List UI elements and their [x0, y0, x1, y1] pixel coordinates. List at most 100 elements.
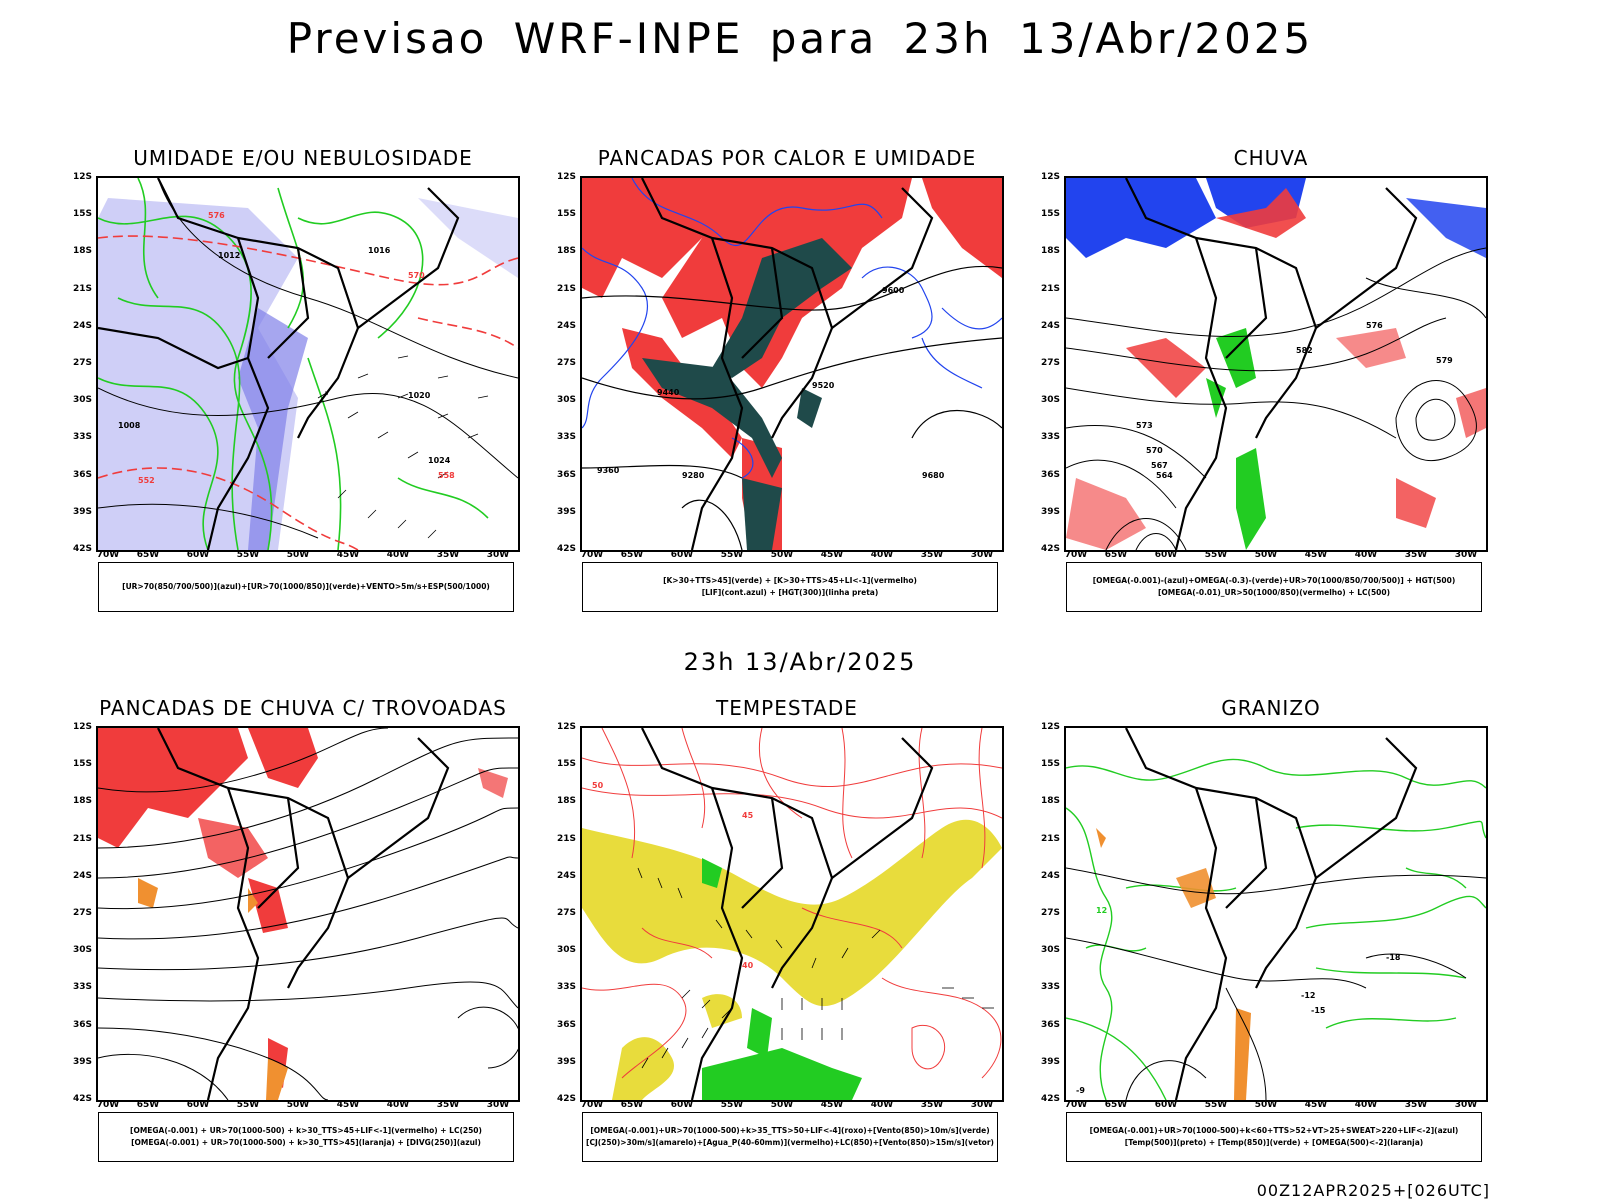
contour-label: 564 — [1156, 471, 1173, 480]
lon-tick-label: 60W — [670, 1100, 694, 1110]
lat-tick-label: 21S — [72, 283, 92, 294]
lat-tick-label: 39S — [556, 1056, 576, 1067]
lat-tick-label: 18S — [1040, 796, 1060, 807]
panel-tempestade: TEMPESTADE — [552, 696, 1022, 1176]
lat-tick-label: 27S — [72, 358, 92, 368]
legend-line: [LIF](cont.azul) + [HGT(300)](linha pret… — [701, 588, 879, 597]
lat-tick-label: 27S — [72, 908, 92, 918]
panel-title: PANCADAS POR CALOR E UMIDADE — [597, 146, 977, 170]
lat-tick-label: 15S — [1040, 759, 1060, 770]
lon-tick-label: 40W — [1354, 550, 1378, 560]
lat-tick-label: 30S — [556, 395, 576, 406]
lat-tick-label: 42S — [72, 544, 92, 554]
lon-tick-label: 70W — [1064, 550, 1088, 560]
lon-tick-label: 55W — [236, 550, 260, 560]
lat-tick-label: 21S — [1040, 833, 1060, 844]
lat-tick-label: 33S — [556, 432, 576, 443]
contour-label: 570 — [408, 271, 425, 280]
lon-tick-label: 50W — [770, 1100, 794, 1110]
lat-tick-label: 24S — [1040, 870, 1060, 881]
lat-tick-label: 24S — [72, 870, 92, 881]
lat-tick-label: 33S — [72, 982, 92, 993]
lat-tick-label: 15S — [1040, 209, 1060, 220]
lon-tick-label: 35W — [1404, 1100, 1428, 1110]
lat-tick-label: 21S — [556, 283, 576, 294]
panel-title: GRANIZO — [1221, 696, 1321, 720]
panel-title: PANCADAS DE CHUVA C/ TROVOADAS — [99, 696, 507, 720]
contour-label: 576 — [1366, 321, 1383, 330]
legend: [OMEGA(-0.001) + UR>70(1000-500) + k>30_… — [98, 1112, 514, 1162]
contour-label: 9360 — [597, 466, 620, 475]
lat-tick-label: 18S — [72, 246, 92, 257]
lon-tick-label: 65W — [136, 1100, 160, 1110]
panel-title: UMIDADE E/OU NEBULOSIDADE — [133, 146, 473, 170]
lat-tick-label: 18S — [72, 796, 92, 807]
lat-tick-label: 18S — [556, 796, 576, 807]
lon-tick-label: 35W — [1404, 550, 1428, 560]
map-svg: 50 45 40 — [582, 728, 1002, 1100]
panel-chuva: CHUVA — [1036, 146, 1506, 626]
footer-stamp: 00Z12APR2025+[026UTC] — [1256, 1181, 1490, 1200]
lat-tick-label: 21S — [72, 833, 92, 844]
mid-title: 23h 13/Abr/2025 — [683, 648, 917, 676]
lon-tick-label: 70W — [96, 550, 120, 560]
lon-tick-label: 50W — [286, 1100, 310, 1110]
lat-tick-label: 36S — [556, 1019, 576, 1030]
lon-tick-label: 65W — [1104, 1100, 1128, 1110]
lon-tick-label: 35W — [920, 550, 944, 560]
contour-label: 1008 — [118, 421, 141, 430]
lat-tick-label: 12S — [1040, 172, 1060, 182]
lon-tick-label: 60W — [186, 550, 210, 560]
lat-tick-label: 33S — [1040, 982, 1060, 993]
legend: [OMEGA(-0.001)-(azul)+OMEGA(-0.3)-(verde… — [1066, 562, 1482, 612]
lat-tick-label: 30S — [72, 945, 92, 956]
lon-tick-label: 45W — [820, 1100, 844, 1110]
contour-label: 1012 — [218, 251, 240, 260]
lat-tick-label: 15S — [72, 209, 92, 220]
lon-tick-label: 70W — [1064, 1100, 1088, 1110]
lat-tick-label: 27S — [1040, 358, 1060, 368]
lon-tick-label: 65W — [620, 1100, 644, 1110]
panel-granizo: GRANIZO — [1036, 696, 1506, 1176]
lon-tick-label: 50W — [286, 550, 310, 560]
panel-title: CHUVA — [1233, 146, 1309, 170]
legend-line: [OMEGA(-0.001) + UR>70(1000-500) + k>30_… — [131, 1138, 481, 1147]
map-svg: 576 573 570 567 564 582 579 — [1066, 178, 1486, 550]
lon-tick-label: 40W — [1354, 1100, 1378, 1110]
lat-tick-label: 12S — [556, 722, 576, 732]
lat-tick-label: 21S — [1040, 283, 1060, 294]
map-granizo: -12 -15 -18 12 -9 — [1064, 726, 1488, 1102]
lat-tick-label: 42S — [72, 1094, 92, 1104]
lat-tick-label: 24S — [556, 320, 576, 331]
lat-tick-label: 12S — [72, 722, 92, 732]
contour-label: 567 — [1151, 461, 1168, 470]
lon-tick-label: 55W — [1204, 550, 1228, 560]
lat-tick-label: 36S — [72, 469, 92, 480]
lat-tick-label: 42S — [1040, 544, 1060, 554]
lat-tick-label: 18S — [556, 246, 576, 257]
lat-tick-label: 21S — [556, 833, 576, 844]
lon-tick-label: 60W — [186, 1100, 210, 1110]
lat-tick-label: 36S — [1040, 1019, 1060, 1030]
lon-tick-label: 70W — [96, 1100, 120, 1110]
lon-tick-label: 40W — [386, 1100, 410, 1110]
contour-label: -18 — [1386, 953, 1401, 962]
legend-line: [OMEGA(-0.01)_UR>50(1000/850)(vermelho) … — [1157, 588, 1391, 597]
lon-tick-label: 45W — [1304, 550, 1328, 560]
lat-tick-label: 39S — [1040, 1056, 1060, 1067]
lat-tick-label: 30S — [1040, 395, 1060, 406]
contour-label: 50 — [592, 781, 604, 790]
lon-tick-label: 40W — [386, 550, 410, 560]
map-svg: -12 -15 -18 12 -9 — [1066, 728, 1486, 1100]
lat-tick-label: 33S — [556, 982, 576, 993]
lon-tick-label: 35W — [436, 1100, 460, 1110]
lon-tick-label: 50W — [1254, 550, 1278, 560]
lon-tick-label: 55W — [720, 1100, 744, 1110]
lat-tick-label: 39S — [72, 506, 92, 517]
map-svg: 1012 1016 1020 1024 570 576 558 552 1008 — [98, 178, 518, 550]
main-title: Previsao WRF-INPE para 23h 13/Abr/2025 — [286, 14, 1314, 63]
lon-tick-label: 65W — [1104, 550, 1128, 560]
contour-label: 9440 — [657, 388, 680, 397]
lon-tick-label: 45W — [336, 550, 360, 560]
lat-tick-label: 33S — [1040, 432, 1060, 443]
